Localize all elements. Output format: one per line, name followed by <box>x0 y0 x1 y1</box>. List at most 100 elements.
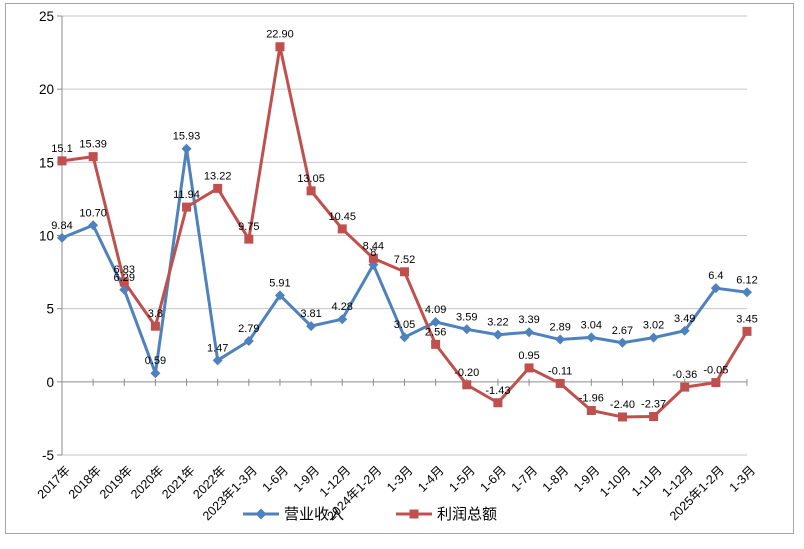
profit-series-swatch <box>396 509 433 518</box>
legend-label-profit: 利润总额 <box>437 506 498 523</box>
profit-marker <box>57 156 67 166</box>
data-label: 3.02 <box>643 320 664 332</box>
x-category-label: 1-8月 <box>540 463 572 495</box>
legend: 营业收入 利润总额 <box>243 503 497 524</box>
data-label: 3.22 <box>487 317 508 329</box>
revenue-marker <box>212 355 223 366</box>
data-label: 4.28 <box>332 301 353 313</box>
data-label: 4.09 <box>425 304 446 316</box>
data-label: 10.45 <box>328 211 356 223</box>
revenue-marker <box>150 368 161 379</box>
data-label: 15.39 <box>79 139 107 151</box>
y-tick-label: 5 <box>46 302 54 317</box>
profit-marker <box>337 224 347 234</box>
revenue-marker <box>461 324 472 335</box>
profit-marker <box>742 326 752 336</box>
data-label: -0.11 <box>548 365 572 377</box>
y-tick-label: 20 <box>39 82 54 97</box>
x-category-label: 1-6月 <box>260 463 292 495</box>
data-label: 3.05 <box>394 319 415 331</box>
data-label: -1.96 <box>579 393 604 405</box>
revenue-marker <box>243 336 254 347</box>
y-tick-label: -5 <box>42 448 54 463</box>
x-category-label: 1-11月 <box>629 463 665 499</box>
data-label: 3.8 <box>148 308 163 320</box>
profit-marker <box>711 378 721 388</box>
data-label: -0.20 <box>454 367 479 379</box>
y-tick-label: 15 <box>39 155 54 170</box>
data-label: 3.59 <box>456 311 477 323</box>
data-label: 15.93 <box>173 131 201 143</box>
data-label: 5.91 <box>269 277 290 289</box>
revenue-marker <box>274 290 285 301</box>
data-label: 2.89 <box>549 322 570 334</box>
revenue-marker <box>524 327 535 338</box>
square-marker-icon <box>409 509 419 518</box>
diamond-marker-icon <box>255 508 267 519</box>
data-label: 15.1 <box>51 143 72 155</box>
profit-marker <box>524 363 534 373</box>
data-label: 6.83 <box>114 264 135 276</box>
x-category-label: 1-10月 <box>597 463 633 499</box>
profit-marker <box>119 277 129 287</box>
data-label: -2.40 <box>610 399 635 411</box>
x-category-label: 2021年 <box>159 463 197 501</box>
x-category-label: 1-3月 <box>384 463 416 495</box>
profit-marker <box>493 398 503 408</box>
legend-label-revenue: 营业收入 <box>284 506 345 523</box>
data-label: 13.05 <box>297 173 325 185</box>
y-tick-label: 10 <box>39 229 54 244</box>
revenue-marker <box>742 287 752 298</box>
revenue-marker <box>306 321 317 332</box>
data-label: 6.29 <box>114 272 135 284</box>
legend-item-profit: 利润总额 <box>396 503 497 524</box>
profit-marker <box>213 183 223 193</box>
legend-item-revenue: 营业收入 <box>243 503 344 524</box>
revenue-marker <box>430 316 441 327</box>
data-label: 10.70 <box>79 207 107 219</box>
data-label: -2.37 <box>641 399 666 411</box>
data-label: 3.39 <box>518 314 539 326</box>
y-tick-label: 0 <box>46 375 54 390</box>
revenue-marker <box>648 332 659 343</box>
profit-marker <box>462 380 472 390</box>
revenue-marker <box>337 314 348 325</box>
revenue-marker <box>710 283 721 294</box>
profit-marker <box>431 339 441 349</box>
profit-marker <box>368 253 378 263</box>
profit-marker <box>150 321 160 331</box>
data-label: 7.52 <box>394 254 415 266</box>
revenue-marker <box>586 332 597 343</box>
data-label: 2.67 <box>612 325 633 337</box>
profit-marker <box>306 186 316 196</box>
x-category-label: 2017年 <box>35 463 73 501</box>
profit-marker <box>586 406 596 416</box>
data-label: 9.84 <box>51 220 72 232</box>
x-category-label: 1-5月 <box>446 463 478 495</box>
x-category-label: 1-7月 <box>509 463 541 495</box>
data-label: 0.59 <box>145 355 166 367</box>
profit-marker <box>275 42 285 52</box>
data-label: -0.36 <box>672 369 697 381</box>
x-category-label: 2019年 <box>97 463 135 501</box>
revenue-marker <box>88 220 99 231</box>
revenue-marker <box>492 329 503 340</box>
data-label: 3.49 <box>674 313 695 325</box>
data-label: 3.04 <box>581 319 602 331</box>
revenue-marker <box>555 334 566 345</box>
data-label: 11.94 <box>173 189 200 201</box>
x-category-label: 2018年 <box>66 463 104 501</box>
data-label: 9.75 <box>238 221 259 233</box>
profit-marker <box>400 267 409 277</box>
revenue-marker <box>617 337 628 348</box>
revenue-marker <box>57 232 67 243</box>
profit-marker <box>244 234 254 244</box>
profit-marker <box>182 202 192 212</box>
revenue-marker <box>679 325 690 336</box>
data-label: 3.81 <box>300 308 321 320</box>
data-label: -0.05 <box>703 365 728 377</box>
data-label: -1.43 <box>485 385 510 397</box>
data-label: 2.56 <box>425 326 446 338</box>
x-category-label: 1-3月 <box>727 463 759 495</box>
